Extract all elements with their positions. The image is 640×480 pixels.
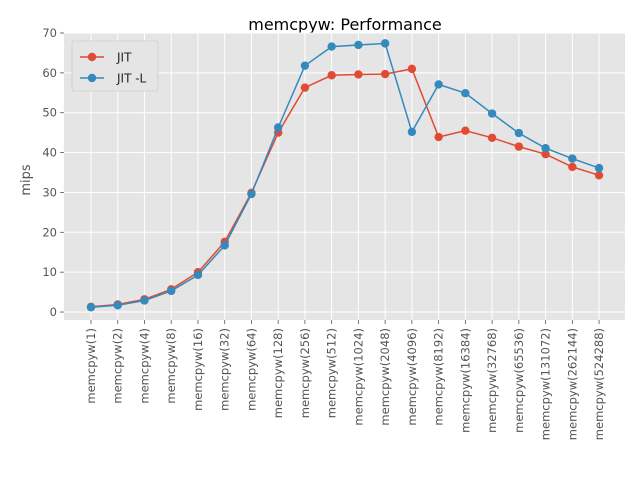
data-point [220, 241, 229, 250]
x-tick-label: memcpyw(65536) [512, 328, 526, 433]
data-point [487, 109, 497, 118]
data-point [167, 286, 176, 296]
x-tick-label: memcpyw(8) [164, 328, 178, 404]
series-line [90, 68, 600, 308]
legend-label: JIT [116, 51, 132, 65]
data-point [380, 69, 390, 79]
data-point [354, 40, 363, 50]
x-tick-label: memcpyw(16384) [458, 328, 472, 433]
x-tick-label: memcpyw(131072) [539, 328, 553, 440]
data-point [514, 142, 524, 151]
x-tick-label: memcpyw(1) [84, 328, 98, 404]
x-tick-label: memcpyw(16) [191, 328, 205, 411]
x-tick-label: memcpyw(2) [111, 328, 125, 404]
x-tick-label: memcpyw(32) [218, 328, 232, 411]
legend: JIT JIT -L [71, 40, 159, 92]
x-tick-label: memcpyw(262144) [565, 328, 579, 440]
data-point [140, 296, 149, 305]
legend-marker [87, 52, 97, 62]
y-tick-label: 20 [42, 225, 57, 239]
series-line [90, 42, 600, 308]
data-point [514, 128, 524, 138]
data-point [300, 61, 310, 70]
x-tick-label: memcpyw(64) [244, 328, 258, 411]
x-tick-label: memcpyw(128) [271, 328, 285, 418]
data-point [407, 64, 417, 74]
data-point [407, 127, 417, 137]
data-point [568, 162, 577, 172]
y-tick-label: 50 [42, 106, 57, 120]
data-point [434, 132, 443, 142]
data-point [193, 270, 203, 280]
data-point [86, 303, 96, 312]
data-point [354, 70, 363, 79]
data-point [461, 126, 470, 135]
y-axis: 0 10 20 30 40 50 60 70 [42, 26, 64, 319]
data-point [327, 71, 336, 80]
y-tick-label: 40 [42, 146, 57, 160]
legend-marker [87, 73, 97, 83]
data-point [113, 301, 122, 310]
data-point [461, 88, 470, 98]
data-point [568, 154, 577, 163]
x-tick-label: memcpyw(2048) [378, 328, 392, 426]
data-point [247, 189, 256, 199]
x-tick-label: memcpyw(32768) [485, 328, 499, 433]
x-tick-label: memcpyw(4096) [405, 328, 419, 426]
x-tick-label: memcpyw(8192) [432, 328, 446, 426]
data-point [434, 80, 443, 89]
data-point [541, 149, 550, 159]
legend-label: JIT -L [116, 72, 147, 86]
y-tick-label: 0 [50, 305, 57, 319]
y-tick-label: 70 [42, 26, 57, 40]
x-tick-label: memcpyw(1024) [351, 328, 365, 426]
data-point [327, 42, 336, 51]
x-tick-label: memcpyw(524288) [592, 328, 606, 440]
x-tick-label: memcpyw(4) [137, 328, 151, 404]
data-point [541, 143, 550, 153]
y-axis-label: mips [19, 164, 34, 196]
data-point [594, 171, 604, 180]
data-point [594, 163, 604, 173]
y-tick-label: 60 [42, 66, 57, 80]
data-point [300, 83, 310, 92]
data-point [380, 39, 390, 48]
y-tick-label: 10 [42, 265, 57, 279]
series-group [86, 39, 604, 312]
data-point [487, 133, 497, 143]
y-tick-label: 30 [42, 185, 57, 199]
x-tick-label: memcpyw(512) [325, 328, 339, 418]
x-axis: memcpyw(1) memcpyw(2) memcpyw(4) memcpyw(8)… [84, 320, 606, 440]
x-tick-label: memcpyw(256) [298, 328, 312, 418]
chart-title: memcpyw: Performance [248, 15, 442, 34]
data-point [273, 123, 283, 132]
